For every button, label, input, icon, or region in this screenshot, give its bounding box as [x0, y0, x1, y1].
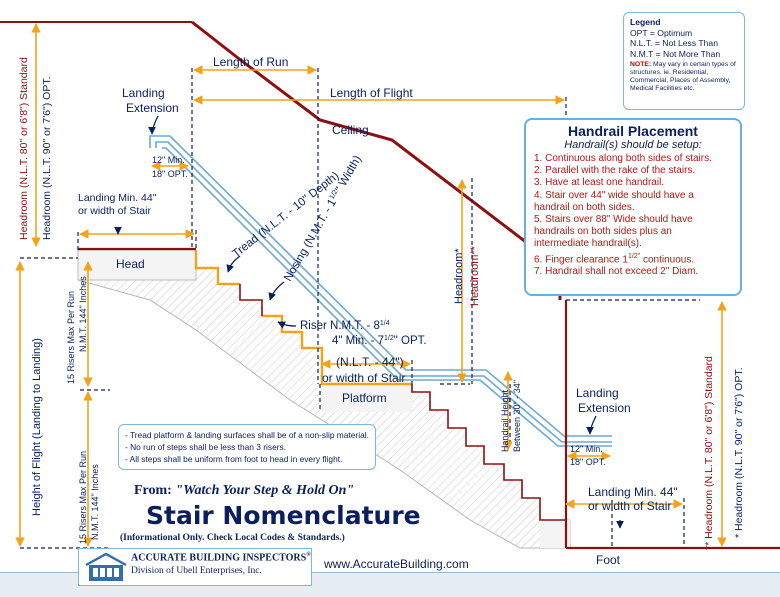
subtitle: (Informational Only. Check Local Codes &… [120, 532, 345, 543]
company-name: ACCURATE BUILDING INSPECTORS® [131, 552, 311, 564]
landing-extension-top-line2: Extension [126, 101, 179, 115]
handrail-item: handrail on both sides. [534, 201, 635, 213]
headroom-left-opt: Headroom (N.L.T. 90" or 7'6") OPT. [41, 76, 53, 240]
step-edges [194, 250, 412, 386]
pointer-arrows [114, 115, 624, 529]
landing-min-bot-line1: Landing Min. 44" [588, 485, 678, 499]
head-label: Head [116, 257, 145, 271]
legend-box: Legend OPT = Optimum N.L.T. = Not Less T… [623, 12, 745, 110]
headroom-mid-2: Headroom** [469, 245, 481, 306]
handrail-item: 4. Stair over 44" wide should have a [534, 189, 694, 201]
opt18-bot-label: 18" OPT. [570, 457, 606, 467]
handrail-subtitle: Handrail(s) should be setup: [564, 139, 702, 151]
legend-line: OPT = Optimum [630, 27, 693, 38]
dimension-arrows [15, 23, 727, 547]
legend-title: Legend [630, 17, 661, 27]
building-logo-icon [85, 552, 127, 581]
riser-line2: 4" Min. - 71/2" OPT. [332, 335, 427, 347]
handrail-item: 2. Parallel with the rake of the stairs. [534, 165, 696, 177]
handrail-title: Handrail Placement [568, 123, 698, 139]
height-of-flight-label: Height of Flight (Landing to Landing) [31, 338, 43, 516]
landing-extension-bot-line1: Landing [576, 386, 619, 400]
company-box: ACCURATE BUILDING INSPECTORS® Division o… [78, 548, 312, 586]
platform-label: Platform [342, 391, 387, 405]
notes-box: - Tread platform & landing surfaces shal… [118, 424, 376, 470]
main-title: Stair Nomenclature [146, 501, 421, 530]
landing-min-bot-line2: or width of Stair [588, 499, 671, 513]
nosing-label: Nosing (N.M.T. - 11/2" Width) [282, 154, 364, 284]
length-of-run-label: Length of Run [213, 55, 288, 69]
handrail-item: 3. Have at least one handrail. [534, 177, 665, 189]
length-of-flight-label: Length of Flight [330, 86, 413, 100]
landing-extension-bot-line2: Extension [578, 401, 631, 415]
risers-bot-1: 15 Risers Max Per Run [78, 451, 88, 544]
min12-bot-label: 12" Min. [570, 444, 603, 454]
note-line: - Tread platform & landing surfaces shal… [125, 430, 369, 440]
from-line: From: "Watch Your Step & Hold On" [134, 483, 354, 498]
landing-min-top-line2: or width of Stair [78, 205, 151, 217]
stair-slab [77, 249, 571, 549]
handrail-height-1: Handrail Height [500, 389, 510, 452]
risers-top-2: N.M.T. 144" Inches [78, 276, 88, 352]
platform-width-label: or width of Stair [322, 371, 405, 385]
handrail-item: 6. Finger clearance 11/2" continuous. [534, 252, 695, 265]
min12-top-label: 12" Min. [152, 155, 185, 165]
legend-line: N.M.T = Not More Than [630, 48, 721, 59]
website: www.AccurateBuilding.com [323, 557, 469, 571]
landing-min-top-line1: Landing Min. 44" [78, 192, 157, 204]
riser-line1: Riser N.M.T. - 81/4 [300, 320, 390, 332]
headroom-left-standard: Headroom (N.L.T. 80" or 6'8") Standard [18, 57, 30, 240]
legend-line: N.L.T. = Not Less Than [630, 38, 718, 49]
handrail-placement-box: Handrail Placement Handrail(s) should be… [524, 118, 742, 296]
legend-note: NOTE: May vary in certain types of struc… [630, 61, 736, 93]
handrail-item: intermediate handrail(s). [534, 238, 642, 250]
opt18-top-label: 18" OPT. [152, 169, 188, 179]
risers-bot-2: N.M.T. 144" Inches [90, 464, 100, 540]
landing-extension-top-line1: Landing [122, 86, 165, 100]
handrail-item: 5. Stairs over 88" Wide should have [534, 214, 693, 226]
step-outline-dark [239, 284, 566, 521]
headroom-mid-1: Headroom* [453, 248, 465, 304]
foot-label: Foot [596, 553, 621, 567]
note-line: - No run of steps shall be less than 3 r… [125, 442, 287, 452]
risers-top-1: 15 Risers Max Per Run [66, 291, 76, 384]
handrail-list: 1. Continuous along both sides of stairs… [534, 153, 732, 278]
handrail-item: handrails on both sides plus an [534, 226, 672, 238]
handrail-item: 1. Continuous along both sides of stairs… [534, 153, 712, 164]
handrail-item: 7. Handrail shall not exceed 2" Diam. [534, 266, 699, 278]
company-division: Division of Ubell Enterprises, Inc. [131, 566, 262, 576]
headroom-right-opt: * Headroom (N.L.T. 90" or 7'6") OPT. [733, 367, 745, 538]
handrail-height-2: Between 30" - 34" [512, 380, 522, 452]
platform-nlt-label: (N.L.T. - 44") [336, 355, 404, 369]
headroom-right-standard: ** Headroom (N.L.T. 80" or 6'8") Standar… [703, 356, 715, 550]
ceiling-label: Ceiling [332, 123, 369, 137]
note-line: - All steps shall be uniform from foot t… [125, 454, 343, 464]
